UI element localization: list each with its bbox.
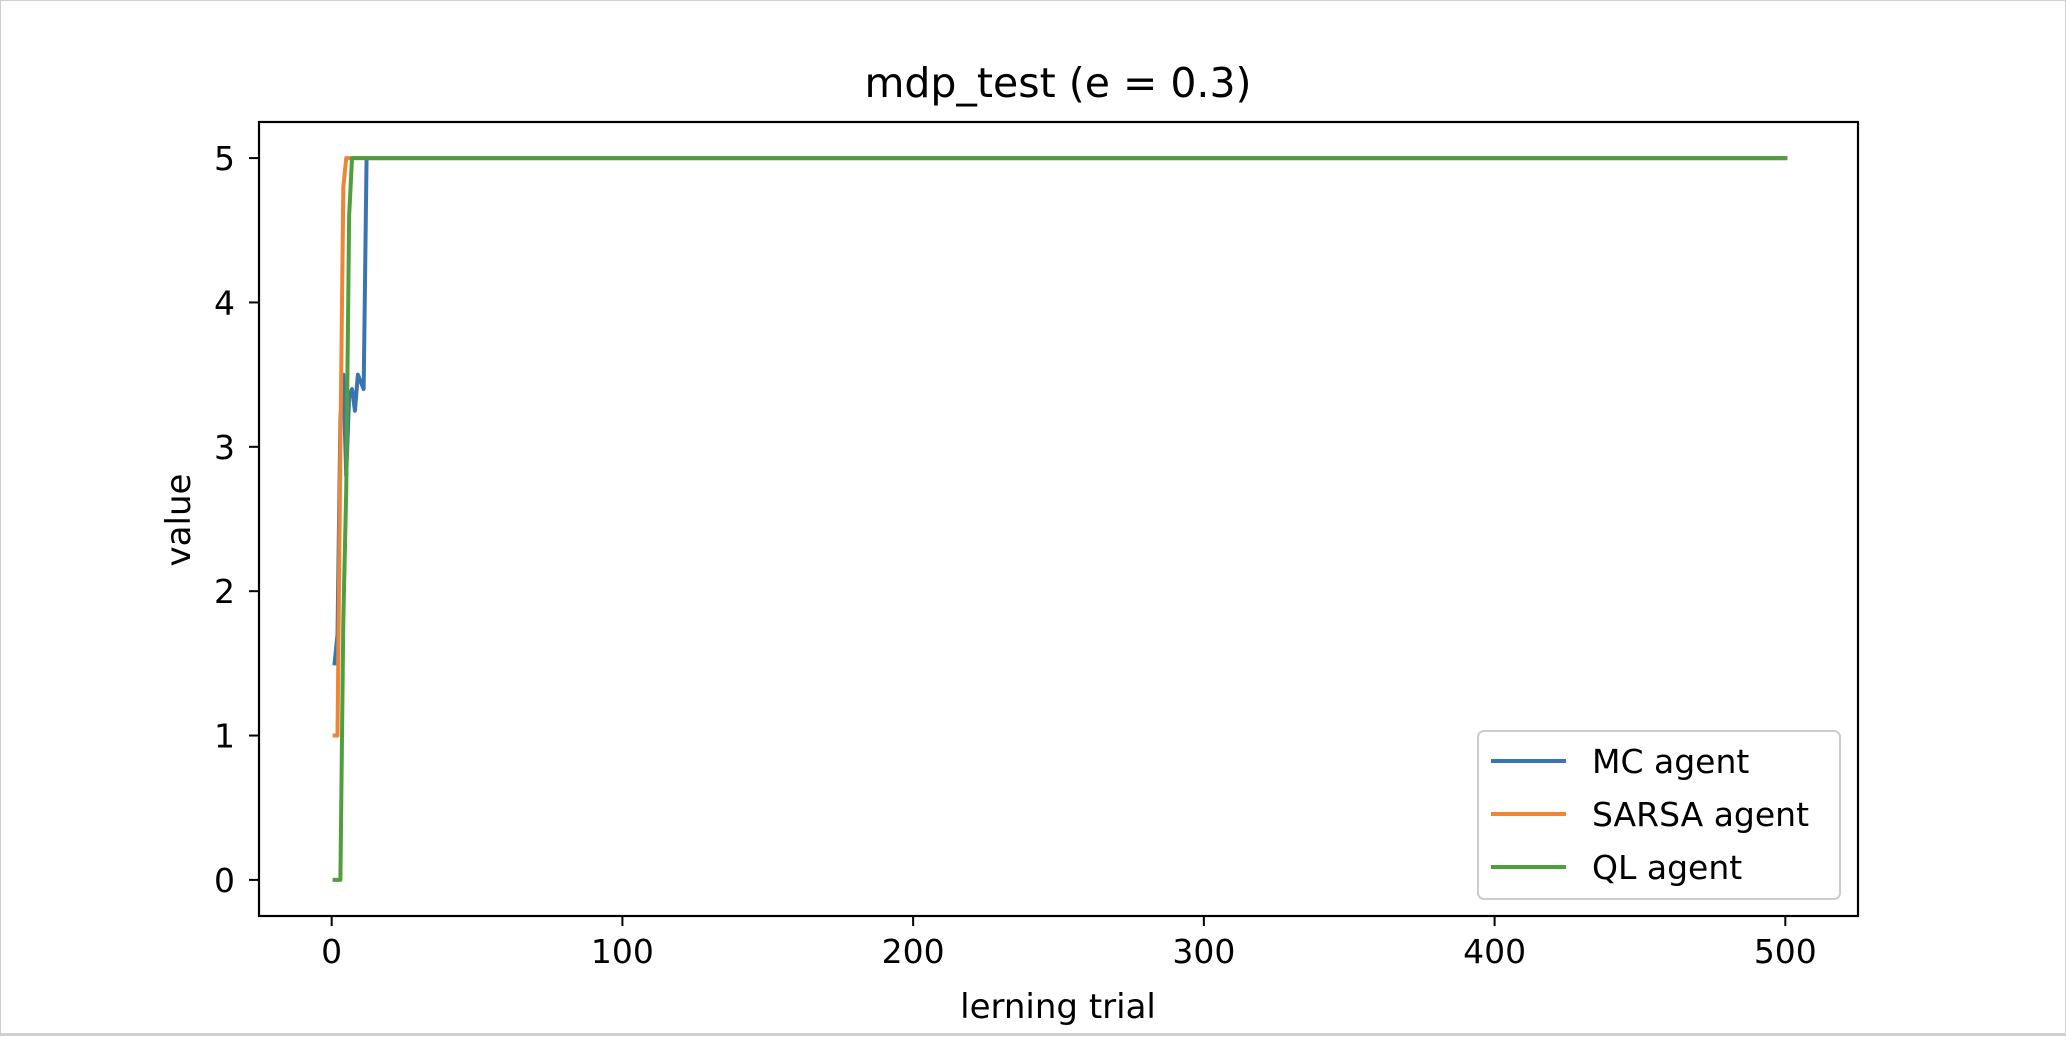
y-tick-label: 1	[214, 717, 235, 756]
x-tick-label: 400	[1463, 932, 1526, 971]
x-tick-label: 100	[591, 932, 654, 971]
legend-label: SARSA agent	[1592, 795, 1809, 834]
x-tick-label: 200	[882, 932, 945, 971]
x-tick-label: 300	[1172, 932, 1235, 971]
y-axis-label: value	[159, 474, 199, 567]
y-tick-label: 5	[214, 139, 235, 178]
series-layer	[332, 156, 1788, 882]
y-axis-ticks: 0 1 2 3 4 5	[214, 139, 259, 900]
series-line-ql-agent	[332, 156, 1788, 882]
y-tick-label: 3	[214, 428, 235, 467]
chart-title: mdp_test (e = 0.3)	[864, 59, 1251, 107]
legend-label: MC agent	[1592, 742, 1749, 781]
y-tick-label: 4	[214, 283, 235, 322]
y-tick-label: 0	[214, 861, 235, 900]
legend-label: QL agent	[1592, 848, 1742, 887]
legend: MC agent SARSA agent QL agent	[1477, 730, 1841, 900]
y-tick-label: 2	[214, 572, 235, 611]
x-tick-label: 500	[1754, 932, 1817, 971]
legend-box	[1477, 730, 1841, 900]
x-axis-label: lerning trial	[960, 987, 1156, 1027]
x-axis-ticks: 0 100 200 300 400 500	[321, 916, 1817, 971]
plot-area-border	[257, 120, 1860, 918]
x-tick-label: 0	[321, 932, 342, 971]
